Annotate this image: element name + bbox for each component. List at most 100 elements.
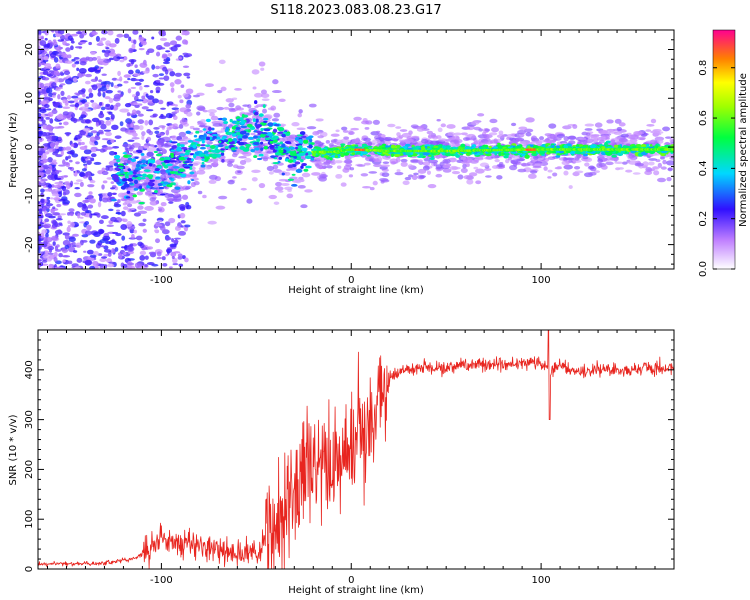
spectrogram-cell (128, 127, 135, 130)
spectrogram-cell (524, 154, 530, 159)
spectrogram-cell (167, 53, 173, 57)
spectrogram-cell (45, 169, 52, 175)
spectrogram-cell (47, 157, 53, 163)
spectrogram-cell (648, 158, 658, 161)
spectrogram-cell (278, 178, 288, 182)
spectrogram-cell (144, 264, 148, 268)
spectrogram-cell (227, 160, 233, 165)
spectrogram-cell (141, 159, 146, 164)
spectrogram-cell (185, 103, 191, 109)
spectrogram-cell (273, 201, 280, 205)
spectrogram-cell (449, 147, 454, 151)
spectrogram-cell (205, 118, 211, 123)
spectrogram-cell (151, 64, 156, 70)
spectrogram-cell (252, 86, 257, 90)
spectrogram-cell (422, 165, 430, 171)
spectrogram-cell (299, 131, 306, 136)
spectrogram-cell (553, 136, 562, 141)
spectrogram-cell (185, 185, 192, 189)
spectrogram-xtick-label: -100 (150, 275, 173, 286)
spectrogram-cell (77, 213, 81, 219)
spectrogram-cell (40, 198, 45, 204)
spectrogram-cell (179, 212, 186, 219)
spectrogram-cell (67, 35, 73, 41)
spectrogram-cell (230, 147, 236, 151)
spectrogram-cell (114, 135, 122, 139)
spectrogram-cell (196, 111, 201, 116)
spectrogram-cell (534, 163, 543, 166)
spectrogram-cell (475, 180, 482, 185)
spectrogram-cell (98, 112, 105, 119)
spectrogram-cell (98, 40, 103, 46)
spectrogram-cell (268, 171, 274, 175)
spectrogram-cell (639, 137, 646, 141)
spectrogram-cell (92, 107, 97, 110)
spectrogram-cell (363, 162, 371, 166)
spectrogram-cell (70, 45, 74, 51)
spectrogram-cell (68, 236, 76, 243)
spectrogram-cell (398, 142, 407, 146)
spectrogram-cell (268, 194, 278, 200)
spectrogram-cell (38, 130, 44, 135)
spectrogram-cell (130, 86, 136, 90)
spectrogram-cell (234, 129, 241, 132)
spectrogram-cell (127, 177, 134, 182)
spectrogram-cell (43, 96, 51, 100)
spectrogram-cell (246, 144, 250, 149)
spectrogram-cell (184, 257, 189, 263)
spectrogram-cell (84, 103, 89, 108)
spectrogram-cell (340, 182, 347, 187)
spectrogram-cell (399, 129, 408, 132)
spectrogram-cell (221, 158, 225, 163)
spectrogram-cell (340, 143, 346, 146)
spectrogram-cell (384, 136, 393, 142)
spectrogram-cell (209, 112, 215, 117)
spectrogram-cell (47, 245, 55, 251)
spectrogram-cell (563, 170, 569, 176)
spectrogram-cell (164, 192, 171, 199)
spectrogram-cell (498, 130, 504, 136)
spectrogram-cell (79, 40, 88, 43)
spectrogram-cell (373, 163, 382, 168)
spectrogram-cell (172, 123, 178, 128)
spectrogram-cell (88, 41, 92, 46)
spectrogram-cell (138, 222, 146, 227)
spectrogram-cell (49, 197, 54, 200)
spectrogram-cell (253, 92, 263, 98)
spectrogram-cell (76, 67, 80, 72)
colorbar-tick-label: 0.4 (698, 160, 709, 176)
spectrogram-cell (568, 185, 573, 189)
spectrogram-cell (51, 92, 57, 95)
spectrogram-cell (64, 132, 72, 135)
spectrogram-cell (291, 122, 300, 127)
spectrogram-cell (465, 134, 471, 138)
spectrogram-cell (498, 151, 502, 157)
spectrogram-cell (52, 152, 59, 156)
spectrogram-cell (81, 234, 89, 238)
spectrogram-cell (258, 182, 266, 189)
spectrogram-cell (90, 99, 95, 103)
spectrogram-cell (44, 213, 53, 218)
spectrogram-cell (38, 208, 42, 212)
spectrogram-cell (44, 251, 48, 256)
spectrogram-cell (640, 144, 647, 148)
spectrogram-cell (97, 201, 102, 208)
spectrogram-cell (140, 40, 147, 46)
spectrogram-cell (166, 249, 170, 255)
spectrogram-cell (70, 33, 79, 37)
spectrogram-cell (61, 248, 69, 253)
spectrogram-cell (411, 174, 418, 181)
spectrogram-cell (178, 141, 189, 145)
spectrogram-cell (300, 158, 304, 163)
spectrogram-cell (54, 78, 60, 83)
spectrogram-cell (517, 168, 527, 173)
spectrogram-cell (239, 117, 244, 121)
spectrogram-cell (420, 146, 426, 151)
spectrogram-cell (273, 123, 280, 127)
spectrogram-cell (51, 82, 57, 88)
spectrogram-cell (300, 165, 304, 169)
spectrogram-cell (179, 138, 186, 142)
spectrogram-cell (67, 111, 74, 115)
spectrogram-ytick-label: 10 (24, 92, 35, 105)
spectrogram-cell (209, 144, 216, 149)
